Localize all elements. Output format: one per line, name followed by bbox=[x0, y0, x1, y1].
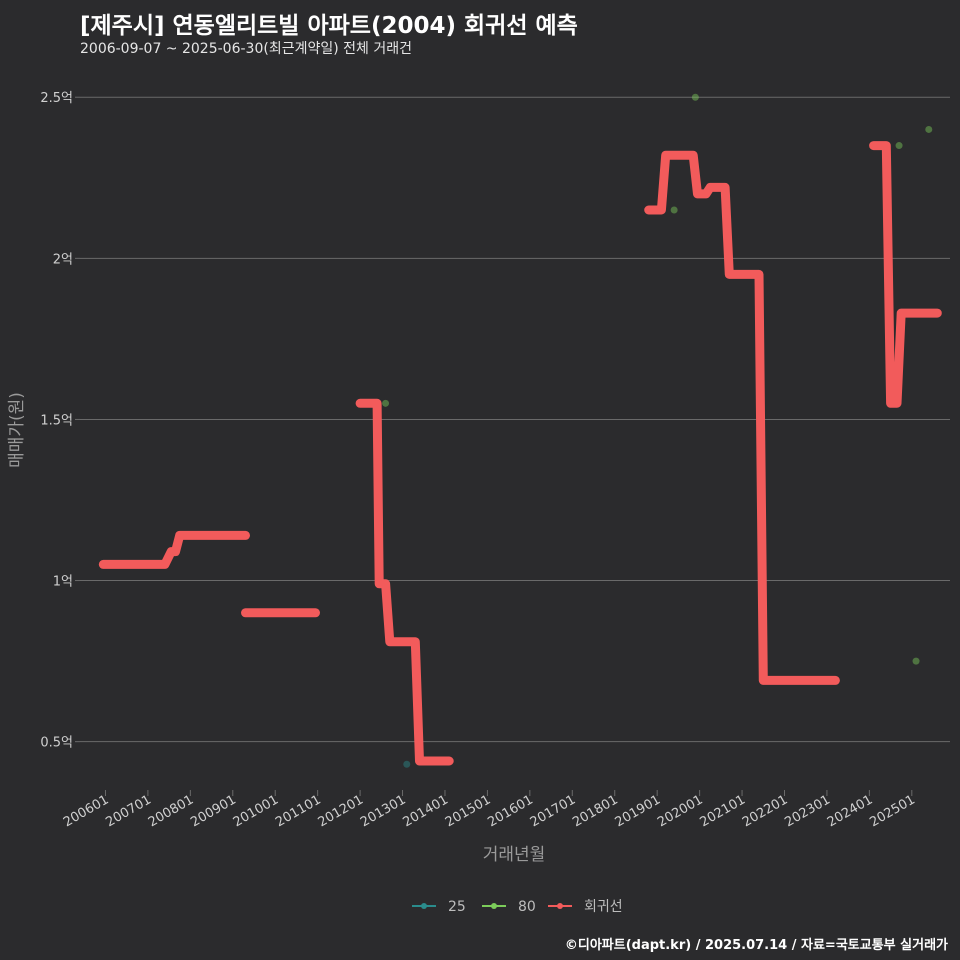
x-tick-label: 201501 bbox=[443, 792, 493, 830]
y-tick-label: 2억 bbox=[53, 252, 73, 267]
legend-label: 25 bbox=[448, 899, 466, 915]
data-point-25 bbox=[403, 760, 411, 768]
x-tick-label: 201301 bbox=[358, 792, 408, 830]
x-tick-label: 200601 bbox=[61, 792, 111, 830]
x-axis-ticks: 2006012007012008012009012010012011012012… bbox=[61, 790, 918, 830]
data-point-80 bbox=[895, 142, 903, 150]
regression-line bbox=[644, 150, 840, 685]
x-tick-label: 200801 bbox=[146, 792, 196, 830]
x-tick-label: 201801 bbox=[570, 792, 620, 830]
x-tick-label: 201701 bbox=[528, 792, 578, 830]
data-point-80 bbox=[912, 657, 920, 665]
data-point-80 bbox=[691, 93, 699, 101]
x-tick-label: 201201 bbox=[316, 792, 366, 830]
chart-title: [제주시] 연동엘리트빌 아파트(2004) 회귀선 예측 bbox=[80, 13, 578, 39]
y-tick-label: 2.5억 bbox=[40, 91, 73, 106]
regression-lines bbox=[98, 141, 942, 766]
legend: 25 80 회귀선 bbox=[412, 899, 623, 915]
legend-key-dot bbox=[421, 903, 427, 909]
data-point-80 bbox=[382, 399, 390, 407]
regression-line bbox=[355, 398, 454, 766]
regression-line bbox=[98, 530, 250, 569]
data-point-80 bbox=[670, 206, 678, 214]
x-tick-label: 202101 bbox=[698, 792, 748, 830]
x-tick-label: 201601 bbox=[485, 792, 535, 830]
legend-label: 회귀선 bbox=[584, 899, 623, 915]
x-tick-label: 202201 bbox=[740, 792, 790, 830]
scatter-points bbox=[382, 93, 933, 768]
grid bbox=[80, 96, 950, 743]
x-tick-label: 202401 bbox=[825, 792, 875, 830]
y-axis-title: 매매가(원) bbox=[7, 392, 27, 468]
regression-line bbox=[869, 141, 942, 408]
x-tick-label: 200901 bbox=[188, 792, 238, 830]
x-axis-title: 거래년월 bbox=[483, 845, 546, 865]
x-tick-label: 201001 bbox=[231, 792, 281, 830]
y-axis-ticks: 0.5억 1억 1.5억 2억 2.5억 bbox=[40, 91, 80, 751]
y-tick-label: 0.5억 bbox=[40, 736, 73, 751]
x-tick-label: 202001 bbox=[655, 792, 705, 830]
x-tick-label: 201101 bbox=[273, 792, 323, 830]
y-tick-label: 1.5억 bbox=[40, 413, 73, 428]
legend-label: 80 bbox=[518, 899, 536, 915]
source-caption: ©디아파트(dapt.kr) / 2025.07.14 / 자료=국토교통부 실… bbox=[564, 938, 948, 953]
x-tick-label: 202301 bbox=[782, 792, 832, 830]
x-tick-label: 202501 bbox=[867, 792, 917, 830]
legend-key-dot bbox=[491, 903, 497, 909]
x-tick-label: 200701 bbox=[103, 792, 153, 830]
legend-key-dot bbox=[557, 903, 563, 909]
x-tick-label: 201901 bbox=[613, 792, 663, 830]
chart-subtitle: 2006-09-07 ~ 2025-06-30(최근계약일) 전체 거래건 bbox=[80, 41, 412, 57]
y-tick-label: 1억 bbox=[53, 575, 73, 590]
data-point-80 bbox=[925, 125, 933, 133]
x-tick-label: 201401 bbox=[400, 792, 450, 830]
